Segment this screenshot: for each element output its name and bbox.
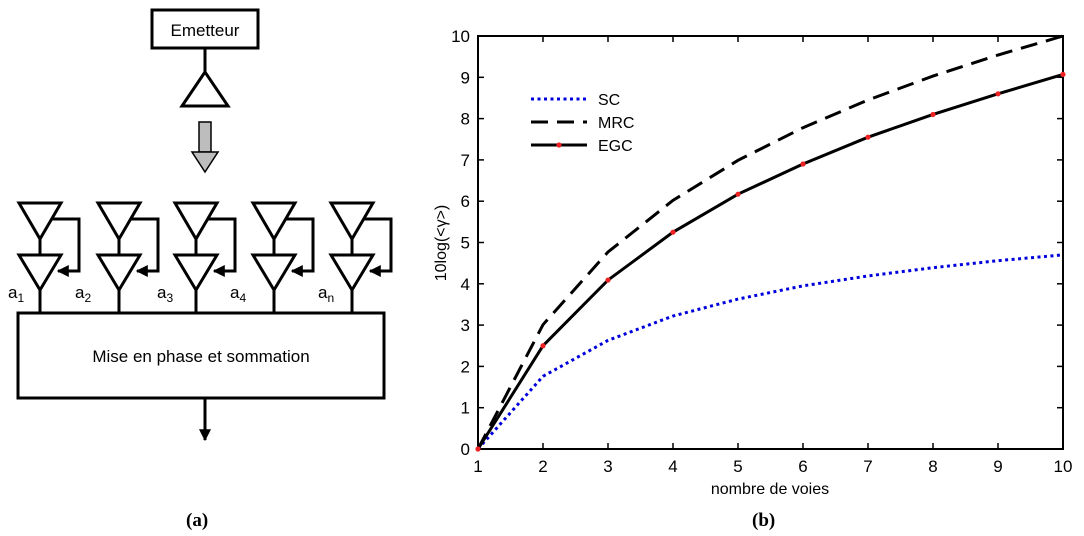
data-point-egc [865,134,871,140]
legend: SC MRC EGC [531,92,634,155]
legend-label: MRC [598,115,634,132]
receiver-antenna-4 [250,201,315,313]
y-tick-label: 7 [461,151,470,170]
y-tick-label: 0 [461,440,470,459]
data-point-egc [1060,71,1066,78]
receiver-antenna-5 [328,201,393,313]
receiver-antenna-1 [16,201,81,313]
caption-a: (a) [186,510,209,531]
y-tick-label: 3 [461,316,470,335]
legend-entry-egc: EGC [531,138,633,155]
branch-label-2: a2 [75,283,91,305]
caption-b: (b) [752,510,776,531]
x-tick-label: 5 [733,457,742,476]
data-point-egc [670,229,676,235]
combiner-label: Mise en phase et sommation [92,347,309,366]
branch-label-4: a4 [230,283,246,305]
y-tick-label: 1 [461,399,470,418]
receiver-antenna-3 [172,201,237,313]
receiver-antenna-2 [95,201,160,313]
y-tick-label: 10 [451,27,470,46]
data-point-egc [540,343,546,349]
legend-entry-mrc: MRC [531,115,634,132]
branch-labels: a1 a2 a3 a4 an [8,283,334,305]
x-tick-label: 9 [993,457,1002,476]
data-point-egc [930,111,936,118]
series-line-mrc [476,34,1064,450]
x-tick-label: 1 [473,457,482,476]
transmitter: Emetteur [150,8,260,108]
branch-label-3: a3 [157,283,173,305]
x-tick-label: 3 [603,457,612,476]
x-tick-label: 8 [928,457,937,476]
x-tick-label: 2 [538,457,547,476]
y-tick-label: 8 [461,110,470,129]
data-point-egc [800,161,806,167]
branch-label-n: an [318,283,334,305]
data-point-egc [475,446,481,452]
transmitter-antenna [179,69,231,108]
series-layer [475,34,1066,452]
series-line-egc [476,72,1064,450]
transmitter-label: Emetteur [171,21,240,40]
x-tick-label: 6 [798,457,807,476]
data-point-egc [995,91,1001,97]
y-tick-label: 2 [461,357,470,376]
x-tick-label: 7 [863,457,872,476]
y-tick-label: 5 [461,234,470,253]
combiner-box [16,311,386,400]
propagation-arrow [190,121,220,174]
x-tick-label: 10 [1054,457,1073,476]
y-tick-label: 9 [461,68,470,87]
x-tick-label: 4 [668,457,677,476]
y-tick-label: 4 [461,275,470,294]
x-axis-label: nombre de voies [711,481,829,498]
diversity-diagram: Emetteur a1 a2 a3 a4 an Mise en phase et som… [8,8,393,442]
legend-label: SC [598,92,620,109]
legend-entry-sc: SC [531,92,620,109]
legend-label: EGC [598,138,633,155]
y-tick-label: 6 [461,192,470,211]
data-point-egc [605,277,611,283]
receiver-antennas [16,201,393,313]
data-point-egc [735,191,741,197]
y-axis-label: 10log(<γ>) [433,205,450,282]
branch-label-1: a1 [8,283,24,305]
